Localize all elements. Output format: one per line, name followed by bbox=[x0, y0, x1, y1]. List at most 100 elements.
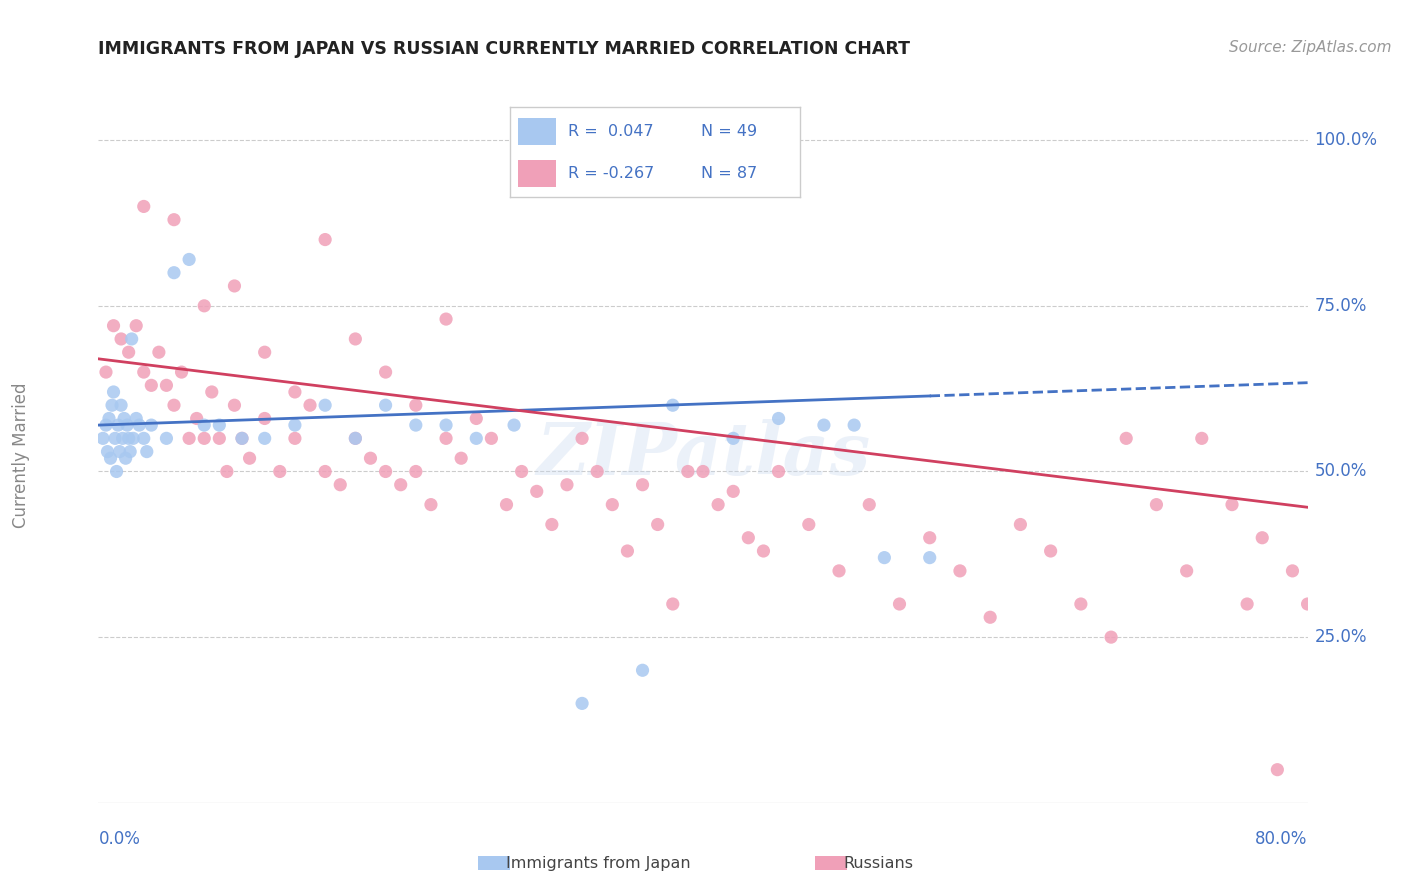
Text: 0.0%: 0.0% bbox=[98, 830, 141, 847]
Point bbox=[918, 531, 941, 545]
Point bbox=[125, 318, 148, 333]
Point bbox=[284, 418, 307, 433]
Point bbox=[676, 465, 699, 479]
Point bbox=[208, 418, 231, 433]
Point bbox=[118, 345, 141, 359]
Point bbox=[510, 465, 533, 479]
Point bbox=[979, 610, 1001, 624]
Point bbox=[135, 444, 157, 458]
Point bbox=[163, 266, 186, 280]
Point bbox=[1175, 564, 1198, 578]
Point bbox=[526, 484, 548, 499]
Point bbox=[94, 418, 117, 433]
Point bbox=[481, 431, 503, 445]
Point bbox=[208, 431, 231, 445]
Point bbox=[120, 444, 142, 458]
Point bbox=[107, 418, 129, 433]
Point bbox=[873, 550, 896, 565]
Point bbox=[114, 451, 136, 466]
Point bbox=[108, 444, 131, 458]
Point bbox=[215, 465, 238, 479]
Point bbox=[253, 411, 276, 425]
Point bbox=[193, 299, 215, 313]
Point bbox=[465, 431, 488, 445]
Point bbox=[405, 465, 427, 479]
Point bbox=[495, 498, 517, 512]
Point bbox=[193, 431, 215, 445]
Point bbox=[118, 431, 141, 445]
Point bbox=[540, 517, 562, 532]
Point bbox=[91, 431, 114, 445]
Point bbox=[128, 418, 150, 433]
Point bbox=[100, 451, 122, 466]
Point bbox=[1191, 431, 1213, 445]
Point bbox=[1039, 544, 1062, 558]
Point bbox=[752, 544, 775, 558]
Point bbox=[179, 431, 201, 445]
Text: IMMIGRANTS FROM JAPAN VS RUSSIAN CURRENTLY MARRIED CORRELATION CHART: IMMIGRANTS FROM JAPAN VS RUSSIAN CURRENT… bbox=[98, 40, 911, 58]
Text: Immigrants from Japan: Immigrants from Japan bbox=[506, 855, 690, 871]
Text: N = 49: N = 49 bbox=[702, 124, 758, 139]
Point bbox=[141, 418, 163, 433]
Text: Currently Married: Currently Married bbox=[13, 382, 30, 528]
Point bbox=[661, 398, 683, 412]
Point bbox=[1220, 498, 1243, 512]
Point bbox=[631, 477, 654, 491]
Point bbox=[344, 332, 367, 346]
Point bbox=[314, 233, 336, 247]
Point bbox=[141, 378, 163, 392]
Point bbox=[155, 378, 177, 392]
Point bbox=[631, 663, 654, 677]
Point bbox=[94, 365, 117, 379]
Bar bbox=[519, 118, 555, 145]
Point bbox=[132, 365, 155, 379]
Point bbox=[239, 451, 262, 466]
Point bbox=[503, 418, 526, 433]
Point bbox=[723, 431, 745, 445]
Point bbox=[111, 431, 134, 445]
Point bbox=[269, 465, 291, 479]
Point bbox=[555, 477, 578, 491]
Point bbox=[1010, 517, 1032, 532]
Point bbox=[723, 484, 745, 499]
Point bbox=[105, 465, 128, 479]
Point bbox=[737, 531, 759, 545]
Point bbox=[253, 431, 276, 445]
Point bbox=[121, 332, 143, 346]
Point bbox=[1251, 531, 1274, 545]
Point bbox=[179, 252, 201, 267]
Point bbox=[374, 365, 396, 379]
Point bbox=[1267, 763, 1289, 777]
Point bbox=[344, 431, 367, 445]
Text: ZIPatlas: ZIPatlas bbox=[536, 419, 870, 491]
Point bbox=[155, 431, 177, 445]
Point bbox=[98, 411, 121, 425]
Point bbox=[110, 398, 132, 412]
Point bbox=[231, 431, 253, 445]
Point bbox=[918, 550, 941, 565]
Point bbox=[374, 465, 396, 479]
Point bbox=[224, 398, 246, 412]
Text: N = 87: N = 87 bbox=[702, 166, 758, 180]
Point bbox=[1099, 630, 1122, 644]
Point bbox=[571, 431, 593, 445]
Point bbox=[434, 312, 457, 326]
Point bbox=[231, 431, 253, 445]
Text: Russians: Russians bbox=[844, 855, 914, 871]
Point bbox=[314, 465, 336, 479]
Point bbox=[465, 411, 488, 425]
Point bbox=[104, 431, 127, 445]
Text: R =  0.047: R = 0.047 bbox=[568, 124, 654, 139]
Text: 100.0%: 100.0% bbox=[1315, 131, 1378, 149]
Point bbox=[122, 431, 145, 445]
Text: Source: ZipAtlas.com: Source: ZipAtlas.com bbox=[1229, 40, 1392, 55]
Point bbox=[844, 418, 866, 433]
Point bbox=[858, 498, 880, 512]
Point bbox=[616, 544, 638, 558]
Point bbox=[434, 431, 457, 445]
Text: R = -0.267: R = -0.267 bbox=[568, 166, 654, 180]
Point bbox=[163, 212, 186, 227]
Point bbox=[374, 398, 396, 412]
Text: 25.0%: 25.0% bbox=[1315, 628, 1367, 646]
Point bbox=[253, 345, 276, 359]
